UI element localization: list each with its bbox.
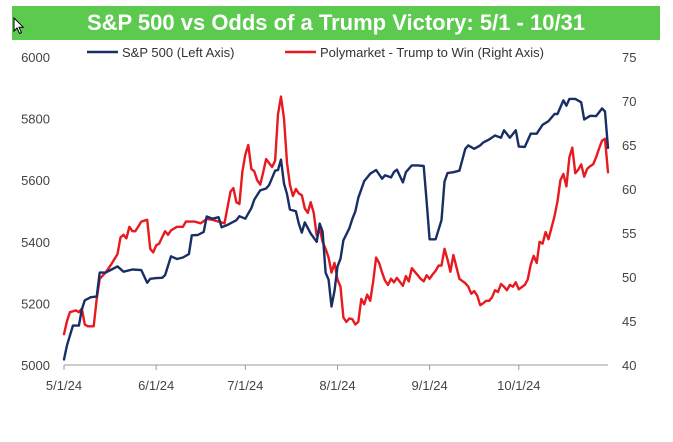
legend-label-sp500: S&P 500 (Left Axis) [122, 45, 235, 60]
chart-title: S&P 500 vs Odds of a Trump Victory: 5/1 … [12, 6, 660, 40]
legend-label-polymarket: Polymarket - Trump to Win (Right Axis) [320, 45, 544, 60]
right-tick-label: 75 [622, 50, 636, 65]
legend: S&P 500 (Left Axis) Polymarket - Trump t… [87, 45, 544, 60]
x-tick-label: 9/1/24 [412, 378, 448, 393]
right-tick-label: 40 [622, 358, 636, 373]
x-tick-label: 8/1/24 [319, 378, 355, 393]
sp500-line [62, 97, 610, 361]
left-tick-label: 5200 [21, 296, 50, 311]
x-tick-label: 10/1/24 [497, 378, 540, 393]
right-tick-label: 55 [622, 226, 636, 241]
x-tick-label: 6/1/24 [138, 378, 174, 393]
mouse-cursor-icon [13, 17, 25, 35]
right-tick-label: 45 [622, 314, 636, 329]
left-tick-label: 5800 [21, 112, 50, 127]
right-tick-label: 60 [622, 182, 636, 197]
left-tick-label: 5600 [21, 173, 50, 188]
x-tick-label: 5/1/24 [46, 378, 82, 393]
left-tick-label: 6000 [21, 50, 50, 65]
left-tick-label: 5000 [21, 358, 50, 373]
right-tick-label: 70 [622, 94, 636, 109]
right-tick-label: 50 [622, 270, 636, 285]
polymarket-line [62, 95, 610, 336]
x-tick-label: 7/1/24 [227, 378, 263, 393]
left-tick-label: 5400 [21, 235, 50, 250]
right-tick-label: 65 [622, 138, 636, 153]
